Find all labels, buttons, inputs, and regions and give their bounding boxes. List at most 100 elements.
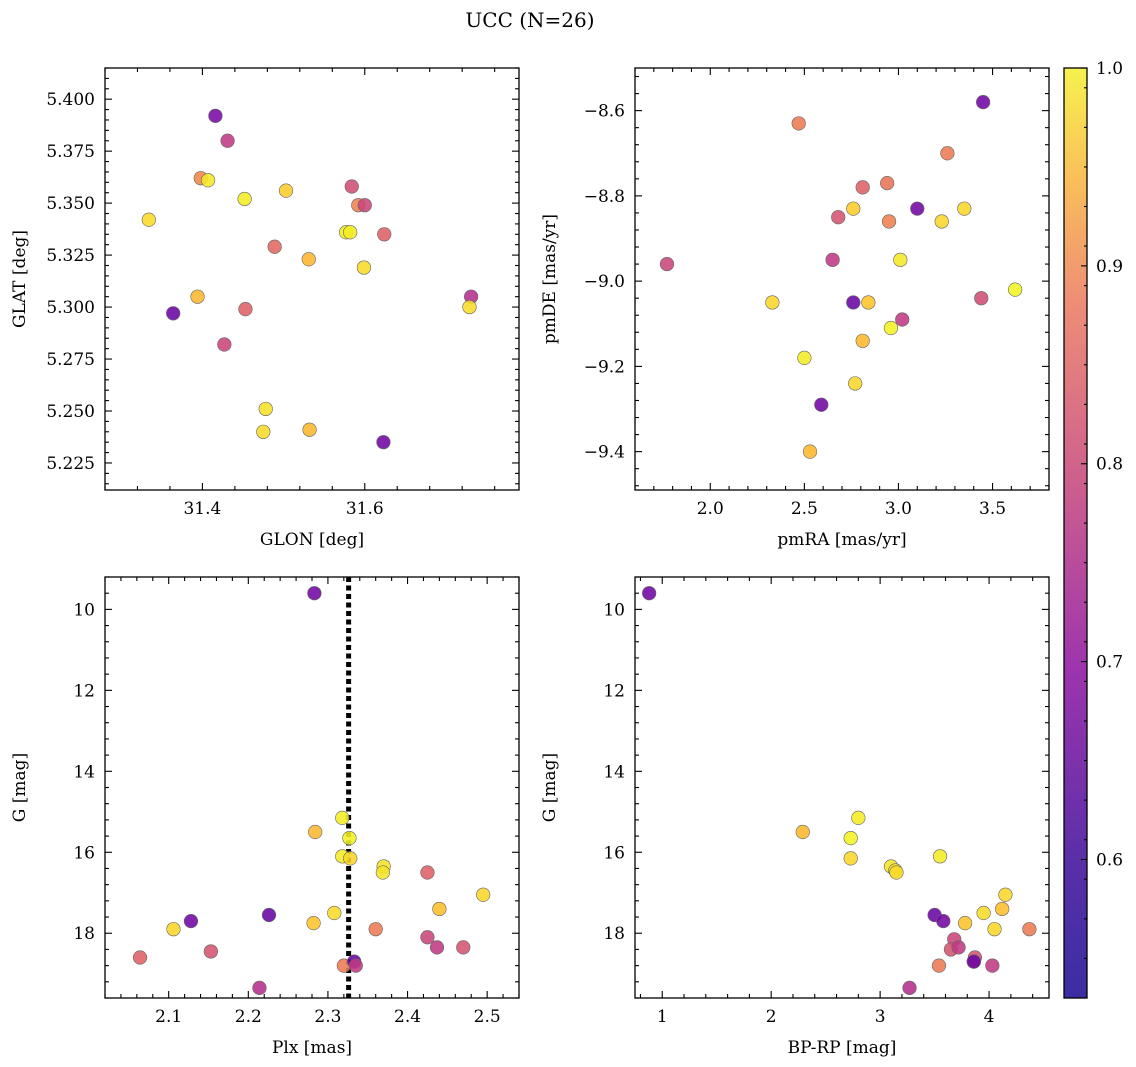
scatter-point xyxy=(141,212,156,227)
scatter-point xyxy=(190,289,205,304)
x-tick-label: 31.6 xyxy=(346,499,384,519)
colorbar-tick-label: 0.7 xyxy=(1096,653,1123,673)
panel-proper-motion: 2.0 2.5 3.0 3.5 −9.4 −9.2 −9.0 −8.8 −8.6 pmRA [ma… xyxy=(540,67,1050,550)
x-axis-label: GLON [deg] xyxy=(260,530,364,550)
scatter-point xyxy=(902,980,917,995)
scatter-point xyxy=(342,831,357,846)
scatter-point xyxy=(843,831,858,846)
axes-frame xyxy=(634,576,1050,999)
axes-frame xyxy=(104,67,520,491)
y-tick-label: 18 xyxy=(73,924,95,944)
scatter-point xyxy=(851,810,866,825)
y-axis-label: G [mag] xyxy=(540,753,560,822)
y-tick-label: 5.350 xyxy=(46,194,95,214)
scatter-point xyxy=(344,179,359,194)
x-tick-label: 2 xyxy=(766,1007,777,1027)
scatter-point xyxy=(995,901,1010,917)
scatter-point xyxy=(932,849,948,864)
y-tick-label: 12 xyxy=(603,681,625,701)
scatter-point xyxy=(936,913,951,929)
x-tick-label: 2.2 xyxy=(235,1007,262,1027)
y-tick-label: 5.300 xyxy=(46,298,95,318)
x-tick-label: 2.3 xyxy=(314,1007,341,1027)
scatter-point xyxy=(831,210,846,225)
scatter-point xyxy=(765,295,780,310)
colorbar-tick-label: 0.8 xyxy=(1096,455,1123,475)
x-tick-label: 2.4 xyxy=(394,1007,421,1027)
scatter-point xyxy=(931,958,947,973)
x-axis-label: BP-RP [mag] xyxy=(788,1038,897,1058)
scatter-point xyxy=(375,865,390,880)
scatter-point xyxy=(958,916,973,931)
x-tick-label: 2.5 xyxy=(474,1007,501,1027)
x-axis-label: pmRA [mas/yr] xyxy=(777,530,906,550)
colorbar-tick-label: 0.6 xyxy=(1096,850,1123,870)
scatter-point xyxy=(951,940,966,955)
colorbar-frame xyxy=(1063,67,1088,999)
scatter-point xyxy=(166,306,181,321)
colorbar: 0.6 0.7 0.8 0.9 1.0 xyxy=(1063,59,1123,999)
scatter-point xyxy=(795,824,810,840)
scatter-point xyxy=(1022,922,1037,937)
scatter-point xyxy=(377,227,392,242)
scatter-point xyxy=(208,108,223,123)
scatter-point xyxy=(797,350,812,365)
scatter-point xyxy=(895,312,910,327)
scatter-point xyxy=(855,333,870,348)
axes-frame xyxy=(634,67,1050,491)
figure-title: UCC (N=26) xyxy=(465,8,594,32)
scatter-point xyxy=(256,424,271,439)
y-tick-label: −9.4 xyxy=(584,443,625,463)
scatter-point xyxy=(861,295,876,310)
scatter-point xyxy=(307,586,322,601)
scatter-point xyxy=(306,916,321,931)
scatter-point xyxy=(327,905,342,921)
y-tick-label: 5.250 xyxy=(46,402,95,422)
scatter-point xyxy=(985,958,1000,973)
axes-frame xyxy=(104,576,520,999)
scatter-point xyxy=(957,201,972,216)
scatter-point xyxy=(476,887,491,902)
y-tick-label: 5.375 xyxy=(46,142,95,162)
scatter-point xyxy=(420,930,435,945)
scatter-point xyxy=(343,225,358,240)
y-tick-label: −8.8 xyxy=(584,187,625,207)
scatter-point xyxy=(998,887,1013,902)
scatter-point xyxy=(302,422,317,437)
y-tick-label: −8.6 xyxy=(584,102,625,122)
x-tick-label: 3.5 xyxy=(979,499,1006,519)
scatter-point xyxy=(881,214,897,229)
y-tick-label: 12 xyxy=(73,681,95,701)
scatter-point xyxy=(261,907,277,923)
scatter-point xyxy=(166,922,181,937)
scatter-point xyxy=(343,851,358,866)
scatter-point xyxy=(848,376,863,391)
scatter-point xyxy=(976,905,991,921)
scatter-point xyxy=(357,198,372,213)
y-tick-label: 5.325 xyxy=(46,246,95,266)
scatter-point xyxy=(934,214,949,229)
scatter-point xyxy=(278,183,294,198)
scatter-point xyxy=(642,586,657,601)
y-tick-label: 16 xyxy=(603,843,625,863)
scatter-point xyxy=(802,444,818,459)
scatter-point xyxy=(376,435,391,450)
x-tick-label: 31.4 xyxy=(183,499,221,519)
y-tick-label: 5.275 xyxy=(46,350,95,370)
y-tick-label: 10 xyxy=(603,600,625,620)
scatter-point xyxy=(893,252,908,267)
scatter-point xyxy=(368,922,383,937)
x-tick-label: 2.1 xyxy=(155,1007,182,1027)
y-tick-label: 5.400 xyxy=(46,90,95,110)
y-tick-label: 10 xyxy=(73,600,95,620)
scatter-point xyxy=(308,824,323,840)
scatter-point xyxy=(846,295,861,310)
scatter-point xyxy=(220,133,235,148)
y-tick-label: 18 xyxy=(603,924,625,944)
scatter-point xyxy=(846,201,861,216)
scatter-point xyxy=(237,191,252,207)
y-tick-label: 14 xyxy=(73,762,95,782)
y-axis-label: G [mag] xyxy=(10,753,30,822)
scatter-point xyxy=(976,95,991,110)
scatter-point xyxy=(238,302,253,317)
